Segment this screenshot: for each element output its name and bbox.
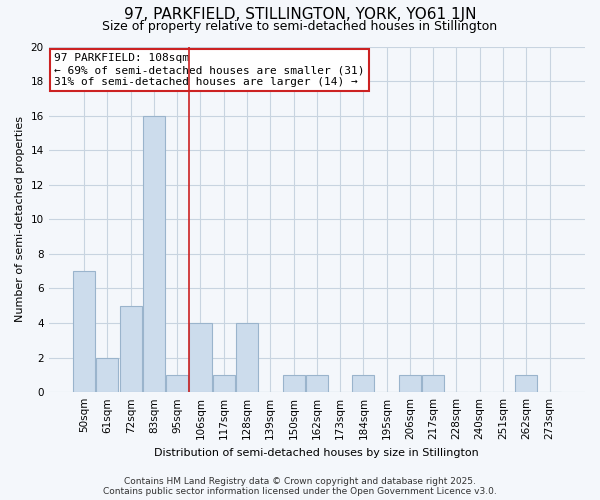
Text: 97 PARKFIELD: 108sqm
← 69% of semi-detached houses are smaller (31)
31% of semi-: 97 PARKFIELD: 108sqm ← 69% of semi-detac… [54,54,365,86]
Bar [190,323,212,392]
Bar [236,323,258,392]
Bar [515,375,538,392]
Bar [306,375,328,392]
Bar [212,375,235,392]
Bar [352,375,374,392]
Y-axis label: Number of semi-detached properties: Number of semi-detached properties [15,116,25,322]
Bar [422,375,444,392]
Text: Contains HM Land Registry data © Crown copyright and database right 2025.
Contai: Contains HM Land Registry data © Crown c… [103,476,497,496]
Bar [119,306,142,392]
Bar [166,375,188,392]
Text: 97, PARKFIELD, STILLINGTON, YORK, YO61 1JN: 97, PARKFIELD, STILLINGTON, YORK, YO61 1… [124,8,476,22]
Bar [97,358,118,392]
Bar [283,375,305,392]
Text: Size of property relative to semi-detached houses in Stillington: Size of property relative to semi-detach… [103,20,497,33]
Bar [143,116,165,392]
Bar [73,271,95,392]
X-axis label: Distribution of semi-detached houses by size in Stillington: Distribution of semi-detached houses by … [154,448,479,458]
Bar [399,375,421,392]
